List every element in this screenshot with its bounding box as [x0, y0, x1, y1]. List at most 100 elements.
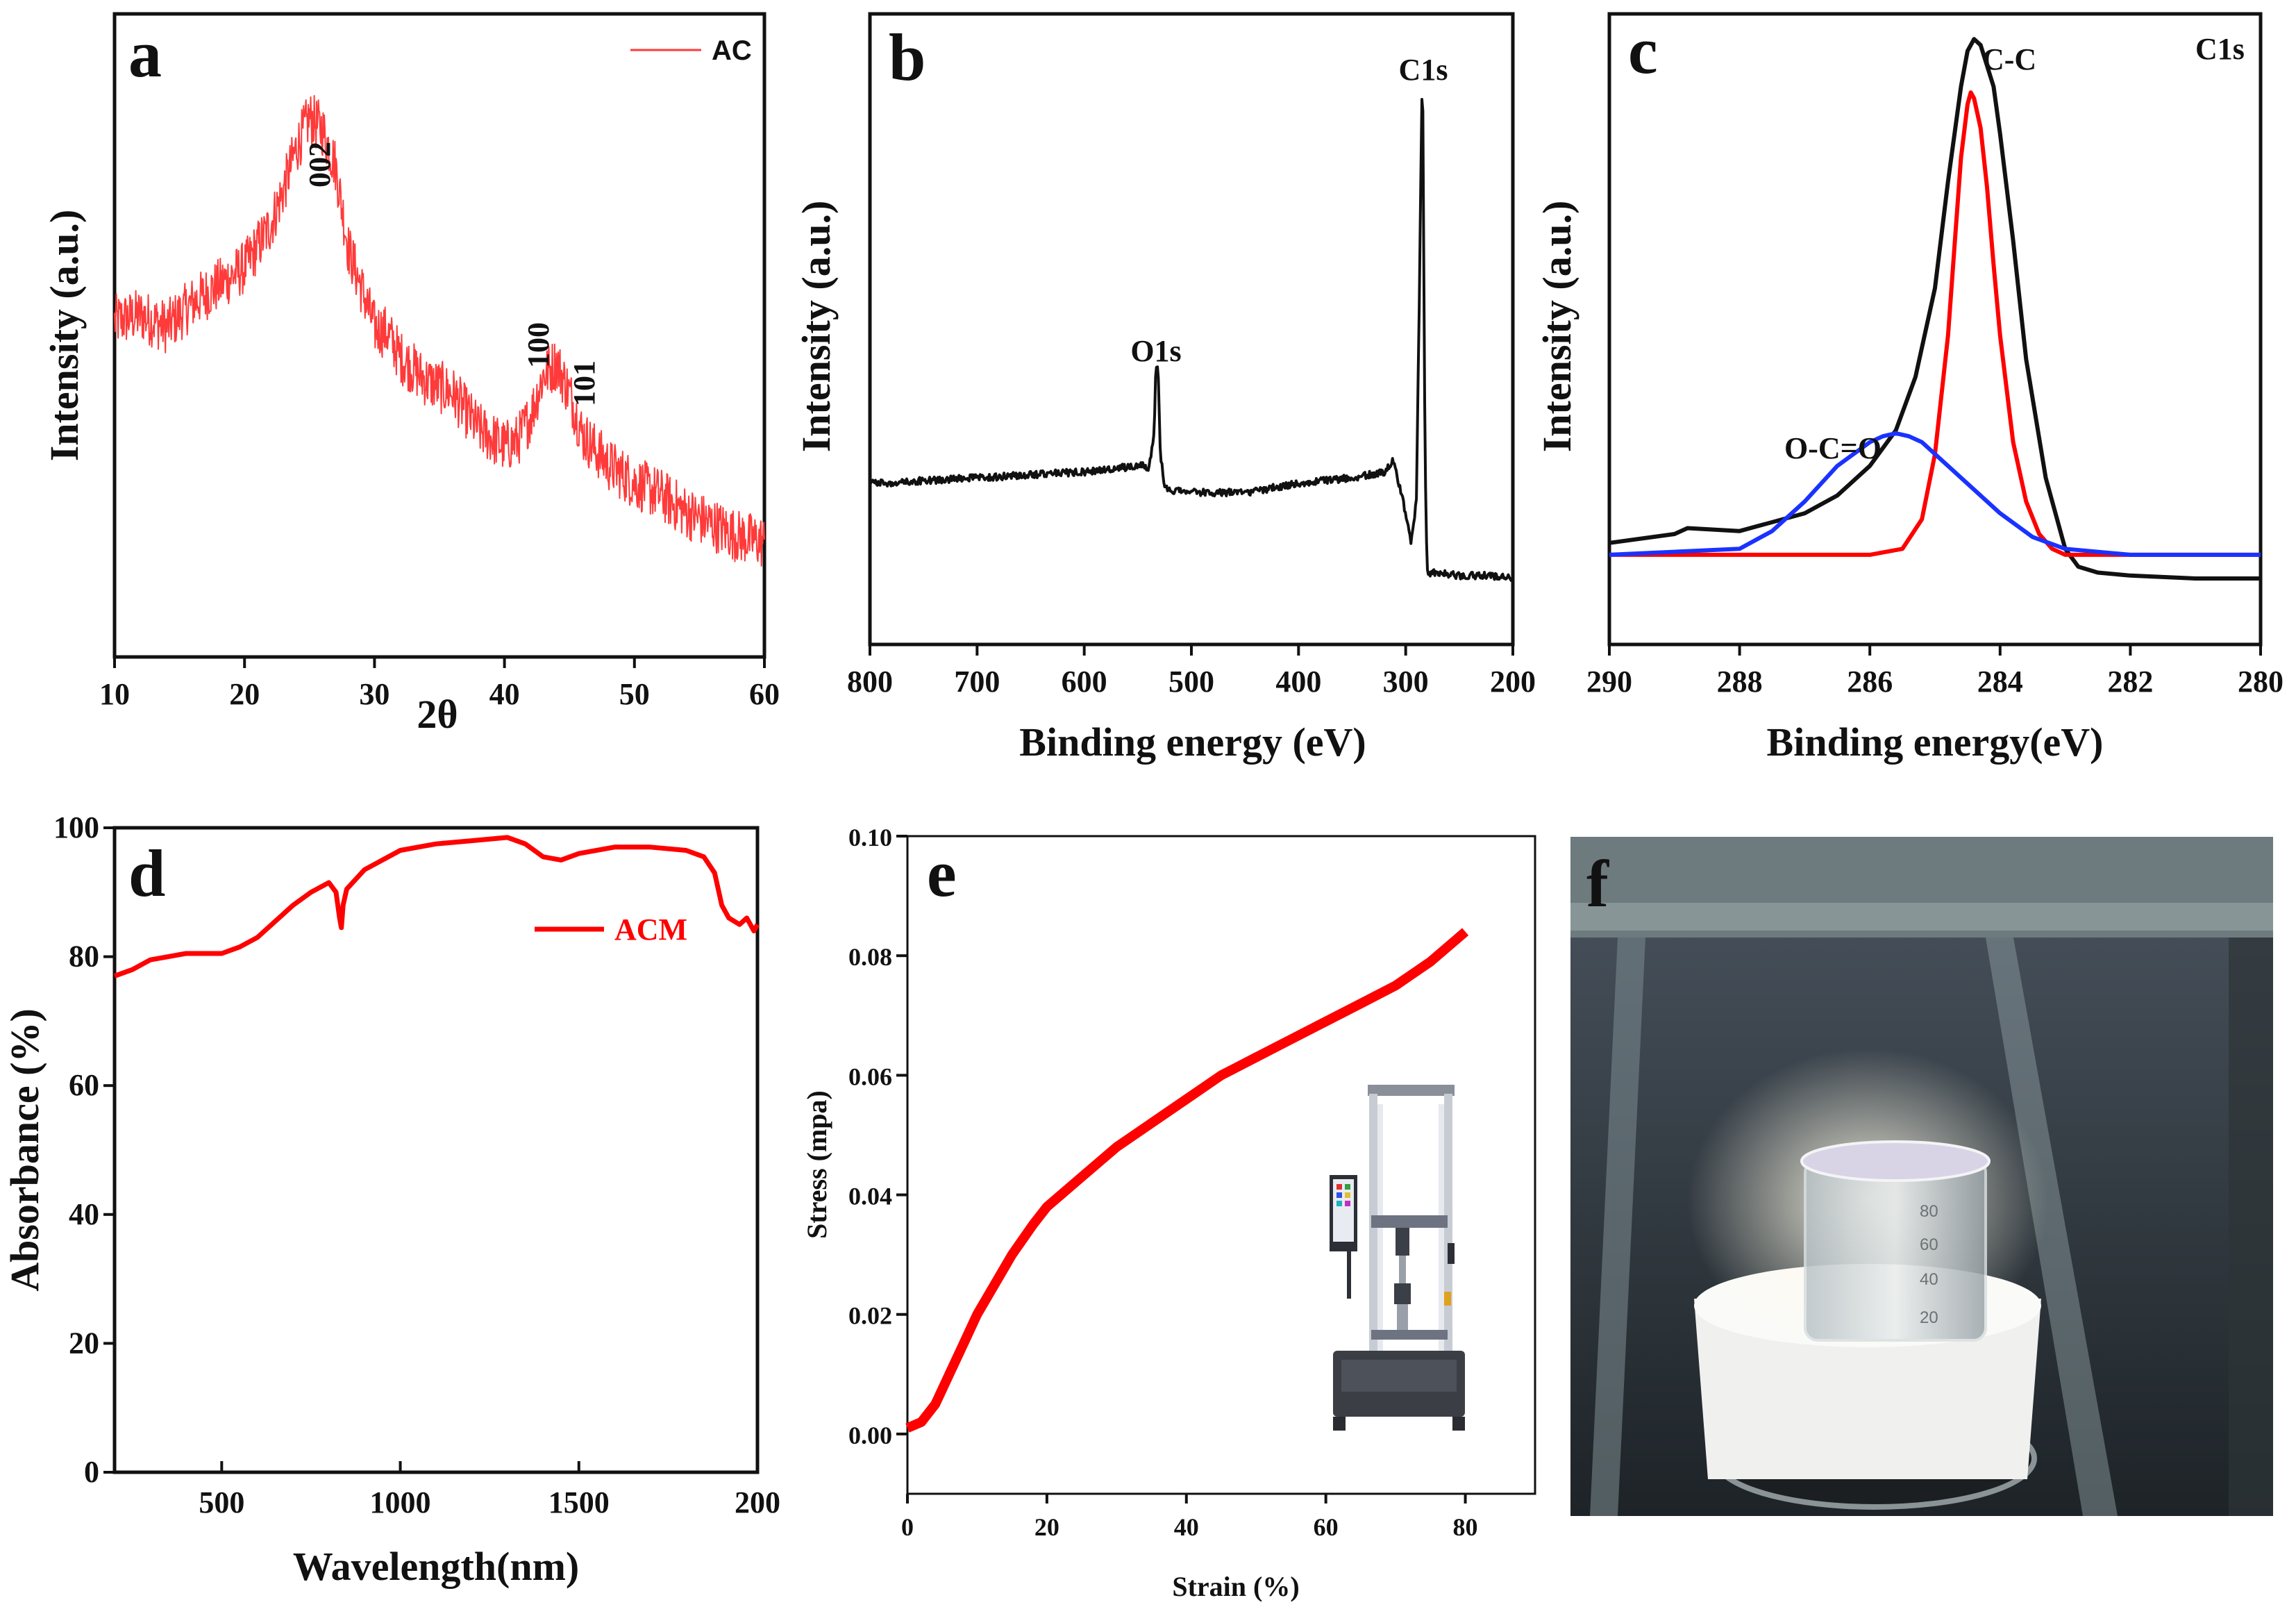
x-tick-label: 1000 — [370, 1485, 431, 1519]
panel-d-ylabel: Absorbance (%) — [2, 1008, 47, 1292]
panel-a-peak-101: 101 — [567, 360, 601, 406]
series-c1s — [1609, 37, 2261, 581]
y-tick-label: 0 — [84, 1455, 99, 1489]
series-occo-fit — [1609, 431, 2261, 557]
panel-e-frame — [906, 835, 1536, 1495]
panel-a-peak-100: 100 — [521, 322, 555, 368]
photo-beaker-mark-80: 80 — [1920, 1202, 1938, 1221]
y-tick-label: 0.06 — [848, 1063, 892, 1090]
panel-b-peak-c1s: C1s — [1399, 53, 1448, 87]
panel-a-ylabel: Intensity (a.u.) — [42, 210, 87, 462]
panel-c-plot — [1609, 37, 2261, 581]
panel-a-letter: a — [128, 17, 162, 91]
photo-sample-top — [1800, 1140, 1991, 1182]
y-tick-label: 40 — [69, 1197, 99, 1231]
panel-f-letter: f — [1586, 847, 1609, 921]
y-tick-label: 100 — [53, 810, 99, 844]
photo-glass-pane-right — [1986, 938, 2118, 1516]
y-tick-label: 0.04 — [848, 1183, 892, 1210]
panel-a-frame — [112, 12, 766, 659]
panel-e-xlabel: Strain (%) — [1172, 1571, 1299, 1602]
series-cc-fit — [1609, 90, 2261, 557]
panel-b: b O1s C1s Intensity (a.u.) Binding energ… — [794, 12, 1536, 765]
x-tick-label: 20 — [1034, 1513, 1059, 1541]
panel-a-plot — [114, 94, 765, 567]
y-tick-label: 0.10 — [848, 824, 892, 851]
x-tick-label: 200 — [735, 1485, 780, 1519]
panel-e-ylabel: Stress (mpa) — [801, 1090, 832, 1239]
panel-c-xlabel: Binding energy(eV) — [1767, 719, 2104, 765]
panel-e-plot — [905, 928, 1469, 1433]
panel-c-ylabel: Intensity (a.u.) — [1534, 201, 1579, 453]
tensile-tester-inset — [1330, 1085, 1465, 1431]
x-tick-label: 286 — [1847, 665, 1893, 699]
panel-b-peak-o1s: O1s — [1130, 334, 1181, 368]
series-stress-strain — [905, 928, 1469, 1433]
series-ac — [114, 94, 765, 567]
x-tick-label: 400 — [1275, 665, 1321, 699]
panel-c-peak-cc: C-C — [1982, 42, 2036, 76]
panel-d-xticks: 500 1000 1500 200 — [199, 1461, 780, 1519]
photo-beaker — [1804, 1158, 1987, 1342]
x-tick-label: 500 — [199, 1485, 244, 1519]
panel-d-frame — [112, 826, 760, 1474]
y-tick-label: 80 — [69, 940, 99, 974]
x-tick-label: 280 — [2238, 665, 2284, 699]
panel-c-xticks: 290 288 286 284 282 280 — [1586, 644, 2284, 699]
panel-a-legend-label: AC — [712, 35, 752, 66]
panel-a-xticks: 10 20 30 40 50 60 — [99, 657, 780, 711]
x-tick-label: 50 — [619, 677, 650, 711]
x-tick-label: 300 — [1383, 665, 1429, 699]
x-tick-label: 40 — [1174, 1513, 1199, 1541]
series-acm — [113, 835, 760, 978]
x-tick-label: 800 — [847, 665, 893, 699]
panel-d-letter: d — [128, 836, 165, 910]
x-tick-label: 288 — [1717, 665, 1763, 699]
panel-b-xticks: 800 700 600 500 400 300 200 — [847, 644, 1536, 699]
photo-beaker-mark-20: 20 — [1920, 1308, 1938, 1327]
panel-f: 80 60 40 20 f — [1570, 837, 2273, 1516]
panel-a-peak-002: 002 — [303, 142, 337, 188]
x-tick-label: 40 — [489, 677, 520, 711]
x-tick-label: 500 — [1168, 665, 1214, 699]
y-tick-label: 20 — [69, 1326, 99, 1360]
panel-b-ylabel: Intensity (a.u.) — [794, 201, 839, 453]
panel-b-frame — [868, 12, 1515, 647]
y-tick-label: 0.02 — [848, 1302, 892, 1330]
series-xps-survey — [869, 98, 1514, 582]
panel-c-legend-label: C1s — [2195, 32, 2245, 66]
panel-d-xlabel: Wavelength(nm) — [293, 1544, 579, 1589]
panel-b-xlabel: Binding energy (eV) — [1019, 719, 1366, 765]
x-tick-label: 284 — [1977, 665, 2023, 699]
x-tick-label: 1500 — [548, 1485, 610, 1519]
panel-c-letter: c — [1628, 13, 1658, 88]
photo-foam-block — [1694, 1299, 2041, 1479]
panel-d-legend-label: ACM — [614, 913, 687, 947]
x-tick-label: 60 — [1314, 1513, 1339, 1541]
panel-e-yticks: 0.00 0.02 0.04 0.06 0.08 0.10 — [848, 824, 907, 1449]
panel-c-frame — [1607, 12, 2263, 647]
panel-e: e Stress (mpa) Strain (%) 0 20 40 60 80 0.00… — [801, 824, 1536, 1602]
y-tick-label: 0.08 — [848, 943, 892, 971]
y-tick-label: 0.00 — [848, 1422, 892, 1449]
panel-b-letter: b — [889, 20, 925, 94]
photo-beaker-mark-60: 60 — [1920, 1235, 1938, 1254]
photo-beaker-mark-40: 40 — [1920, 1270, 1938, 1289]
x-tick-label: 20 — [229, 677, 260, 711]
panel-d: d ACM Absorbance (%) Wavelength(nm) 500 1… — [2, 810, 780, 1589]
panel-b-plot — [869, 98, 1514, 582]
x-tick-label: 10 — [99, 677, 130, 711]
panel-c: c C1s C-C O-C=O Intensity (a.u.) Binding… — [1534, 12, 2284, 765]
x-tick-label: 80 — [1453, 1513, 1478, 1541]
x-tick-label: 282 — [2107, 665, 2153, 699]
panel-a: a AC 002 100 101 Intensity (a.u.) 2θ 10 2… — [42, 12, 780, 737]
x-tick-label: 30 — [359, 677, 389, 711]
panel-e-xticks: 0 20 40 60 80 — [901, 1494, 1478, 1541]
panel-c-peak-occo: O-C=O — [1784, 431, 1882, 465]
photo-glass-pane-left — [1590, 938, 1645, 1516]
panel-e-letter: e — [927, 836, 957, 910]
x-tick-label: 0 — [901, 1513, 914, 1541]
panel-d-plot — [113, 835, 760, 978]
x-tick-label: 200 — [1490, 665, 1536, 699]
